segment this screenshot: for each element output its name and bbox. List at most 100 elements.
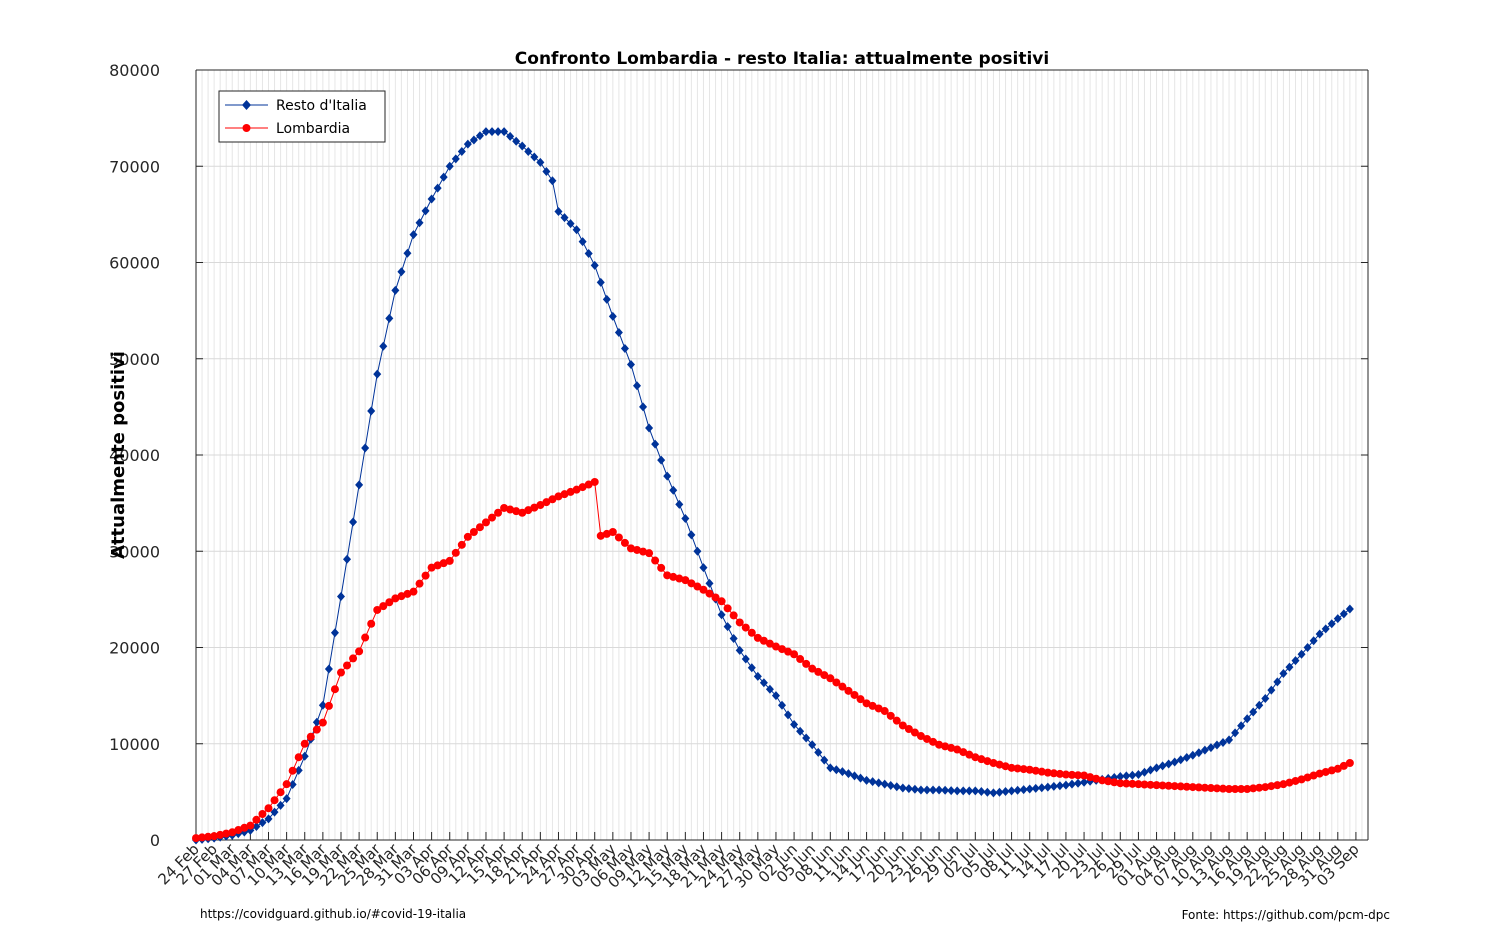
data-point [433,561,442,570]
data-point [904,724,913,733]
data-point [494,127,503,137]
series-layer [192,127,1354,845]
data-point [204,832,213,841]
footer-left-url: https://covidguard.github.io/#covid-19-i… [200,907,466,921]
data-point [258,810,267,819]
data-point [608,528,617,536]
data-point [717,610,726,620]
data-point [802,659,811,668]
data-point [475,131,484,141]
data-point [1249,707,1258,717]
data-point [989,759,998,767]
data-point [639,402,648,412]
data-point [1170,782,1179,791]
data-point [1243,784,1252,793]
data-point [1067,770,1076,779]
data-point [771,691,780,701]
data-point [922,785,931,795]
data-point [675,574,684,583]
data-point [1345,604,1354,614]
data-point [1219,737,1228,747]
data-point [330,628,339,638]
data-point [1001,762,1010,771]
data-point [488,513,497,522]
data-point [518,508,527,517]
data-point [500,503,509,512]
data-point [1061,780,1070,790]
data-point [941,785,950,795]
data-point [723,622,732,632]
data-point [421,571,430,580]
y-tick-labels: 0 10000 20000 30000 40000 50000 60000 70000 8000… [109,61,160,850]
data-point [796,726,805,736]
data-point [868,777,877,787]
data-point [300,739,309,748]
y-tick-label: 40000 [109,446,160,465]
data-point [318,700,327,710]
legend-label-lombardia: Lombardia [276,121,350,137]
data-point [1188,750,1197,760]
data-point [427,194,436,204]
data-point [1158,781,1167,790]
data-point [1007,786,1016,796]
data-point [222,829,231,838]
data-point [778,645,786,654]
data-point [633,545,642,554]
data-point [880,707,889,716]
data-point [784,710,793,720]
data-point [747,663,756,673]
data-point [409,230,418,240]
data-point [953,786,962,796]
data-point [1025,765,1034,774]
data-point [657,455,666,465]
data-point [1285,662,1294,672]
data-point [276,788,285,797]
data-point [1225,784,1234,793]
data-point [536,501,545,510]
data-point [1152,781,1161,790]
data-point [1200,783,1209,792]
axes [195,69,1369,841]
data-point [675,499,684,509]
data-point [1297,649,1306,659]
data-point [790,720,799,729]
data-point [488,127,497,137]
data-point [403,589,412,598]
data-point [457,146,466,156]
data-point [198,833,207,842]
data-point [1267,685,1276,695]
data-point [1116,779,1125,788]
data-point [336,591,345,601]
data-point [427,563,436,572]
data-point [892,782,901,792]
data-point [898,721,907,730]
data-point [506,505,515,514]
data-point [530,152,539,162]
data-point [922,734,931,743]
y-tick-label: 0 [150,831,160,850]
data-point [518,141,527,151]
data-point [729,634,738,644]
data-point [826,674,835,683]
data-point [330,685,339,694]
data-point [252,815,261,824]
y-tick-label: 30000 [109,542,160,561]
data-point [548,176,557,186]
y-axis-label: Attualmente positivi [108,351,129,559]
data-point [820,671,829,680]
data-point [361,633,370,642]
data-point [596,531,605,540]
data-point [904,784,913,794]
data-point [844,769,853,779]
data-point [965,786,974,796]
data-point [1001,787,1010,797]
data-point [802,733,811,743]
data-point [1140,767,1149,777]
data-point [421,206,430,216]
data-point [1212,784,1221,793]
data-point [475,523,484,532]
data-point [663,471,672,481]
data-point [1206,784,1215,793]
data-point [258,818,267,828]
data-point [699,563,708,573]
